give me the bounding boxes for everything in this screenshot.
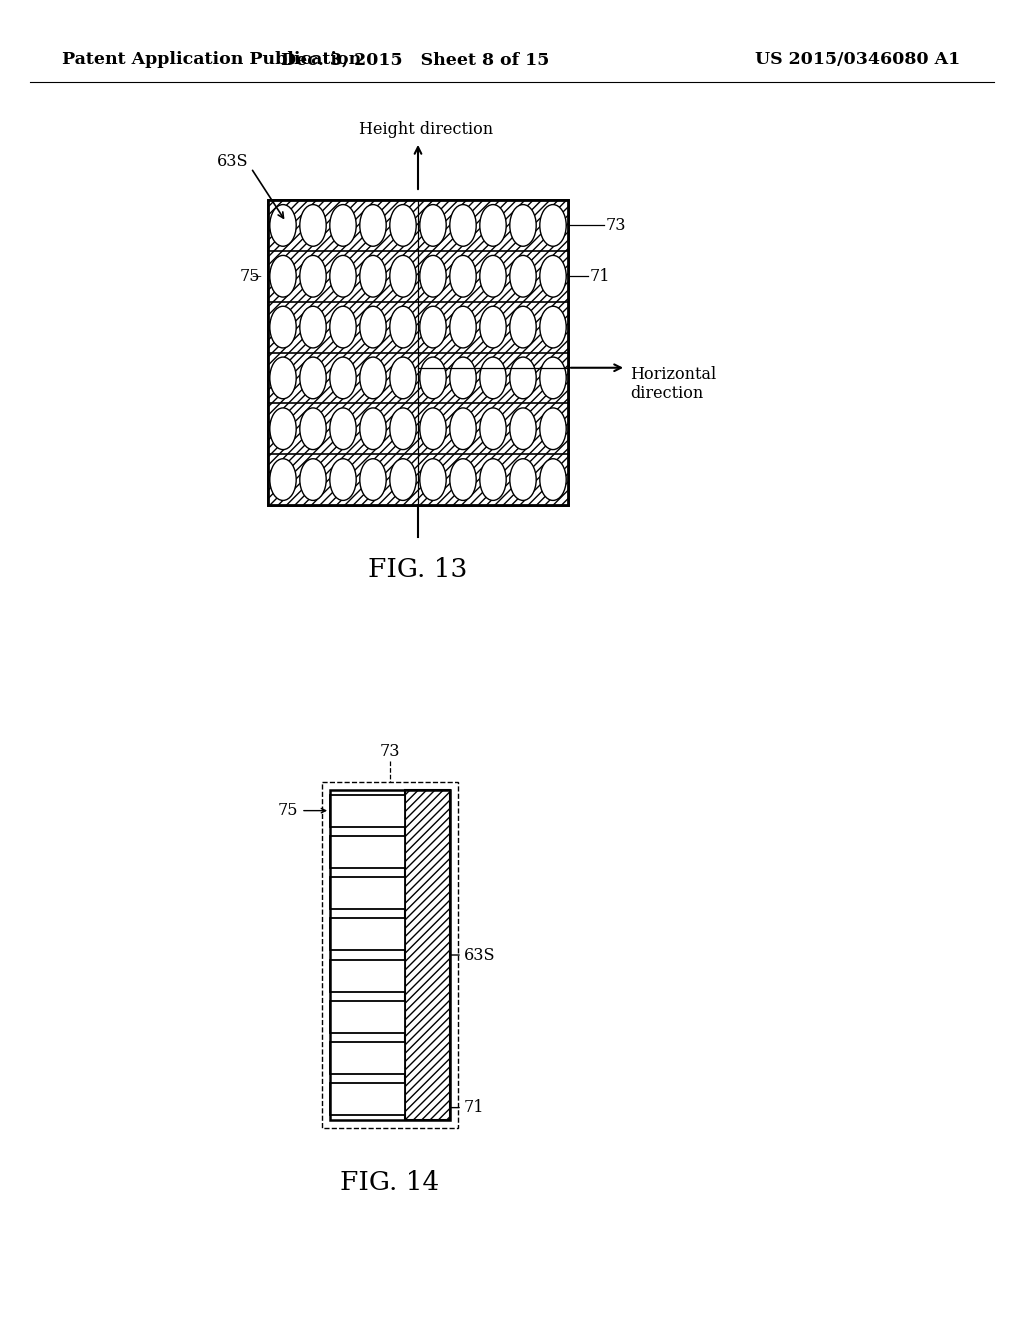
Ellipse shape [450, 408, 476, 450]
Ellipse shape [510, 408, 537, 450]
Bar [268, 201, 568, 506]
Ellipse shape [540, 358, 566, 399]
Text: Horizontal
direction: Horizontal direction [630, 366, 716, 403]
Ellipse shape [450, 459, 476, 500]
Ellipse shape [450, 205, 476, 247]
Text: 75: 75 [278, 803, 298, 820]
Ellipse shape [480, 306, 506, 348]
Ellipse shape [510, 459, 537, 500]
Ellipse shape [269, 459, 296, 500]
Ellipse shape [269, 358, 296, 399]
Text: --: -- [575, 216, 587, 234]
Ellipse shape [420, 408, 446, 450]
Bar [330, 919, 406, 950]
Ellipse shape [510, 205, 537, 247]
Ellipse shape [480, 205, 506, 247]
Ellipse shape [480, 408, 506, 450]
Text: 73: 73 [606, 216, 627, 234]
Text: US 2015/0346080 A1: US 2015/0346080 A1 [755, 51, 961, 69]
Text: Patent Application Publication: Patent Application Publication [62, 51, 361, 69]
Bar [330, 960, 406, 991]
Ellipse shape [300, 306, 327, 348]
Ellipse shape [420, 358, 446, 399]
Ellipse shape [480, 255, 506, 297]
Ellipse shape [540, 408, 566, 450]
Text: --: -- [251, 268, 262, 285]
Bar [330, 836, 406, 869]
Ellipse shape [510, 306, 537, 348]
Text: 63S: 63S [216, 153, 248, 170]
Ellipse shape [390, 306, 416, 348]
Ellipse shape [359, 358, 386, 399]
Ellipse shape [300, 408, 327, 450]
Text: 73: 73 [380, 743, 400, 760]
Text: 75: 75 [240, 268, 260, 285]
Ellipse shape [359, 459, 386, 500]
Ellipse shape [300, 205, 327, 247]
Ellipse shape [330, 255, 356, 297]
Ellipse shape [420, 205, 446, 247]
Ellipse shape [540, 205, 566, 247]
Text: FIG. 13: FIG. 13 [369, 557, 468, 582]
Ellipse shape [450, 358, 476, 399]
Ellipse shape [330, 408, 356, 450]
Text: Height direction: Height direction [359, 121, 494, 139]
Ellipse shape [540, 306, 566, 348]
Ellipse shape [269, 306, 296, 348]
Ellipse shape [330, 306, 356, 348]
Ellipse shape [420, 459, 446, 500]
Ellipse shape [359, 408, 386, 450]
Ellipse shape [330, 205, 356, 247]
Ellipse shape [269, 205, 296, 247]
Ellipse shape [300, 255, 327, 297]
Ellipse shape [450, 255, 476, 297]
Ellipse shape [359, 205, 386, 247]
Ellipse shape [540, 459, 566, 500]
Ellipse shape [540, 255, 566, 297]
Text: 71: 71 [464, 1100, 484, 1117]
Ellipse shape [390, 459, 416, 500]
Text: 71: 71 [590, 268, 610, 285]
Bar [268, 201, 568, 506]
Ellipse shape [390, 255, 416, 297]
Bar [268, 201, 568, 506]
Text: 63S: 63S [464, 946, 496, 964]
Ellipse shape [510, 255, 537, 297]
Ellipse shape [390, 358, 416, 399]
Bar [330, 1084, 406, 1115]
Ellipse shape [330, 459, 356, 500]
Ellipse shape [480, 459, 506, 500]
Ellipse shape [300, 459, 327, 500]
Bar [330, 795, 406, 826]
Bar [330, 1001, 406, 1034]
Ellipse shape [300, 358, 327, 399]
Ellipse shape [420, 255, 446, 297]
Text: Dec. 3, 2015   Sheet 8 of 15: Dec. 3, 2015 Sheet 8 of 15 [281, 51, 549, 69]
Bar [330, 876, 406, 909]
Text: FIG. 14: FIG. 14 [340, 1170, 439, 1195]
Ellipse shape [269, 408, 296, 450]
Ellipse shape [510, 358, 537, 399]
Ellipse shape [420, 306, 446, 348]
Ellipse shape [359, 306, 386, 348]
Bar [330, 1041, 406, 1074]
Ellipse shape [390, 205, 416, 247]
Bar [322, 781, 458, 1129]
Ellipse shape [480, 358, 506, 399]
Ellipse shape [269, 255, 296, 297]
Ellipse shape [450, 306, 476, 348]
Ellipse shape [390, 408, 416, 450]
Bar [330, 789, 450, 1119]
Ellipse shape [330, 358, 356, 399]
Ellipse shape [359, 255, 386, 297]
Bar [406, 789, 450, 1119]
